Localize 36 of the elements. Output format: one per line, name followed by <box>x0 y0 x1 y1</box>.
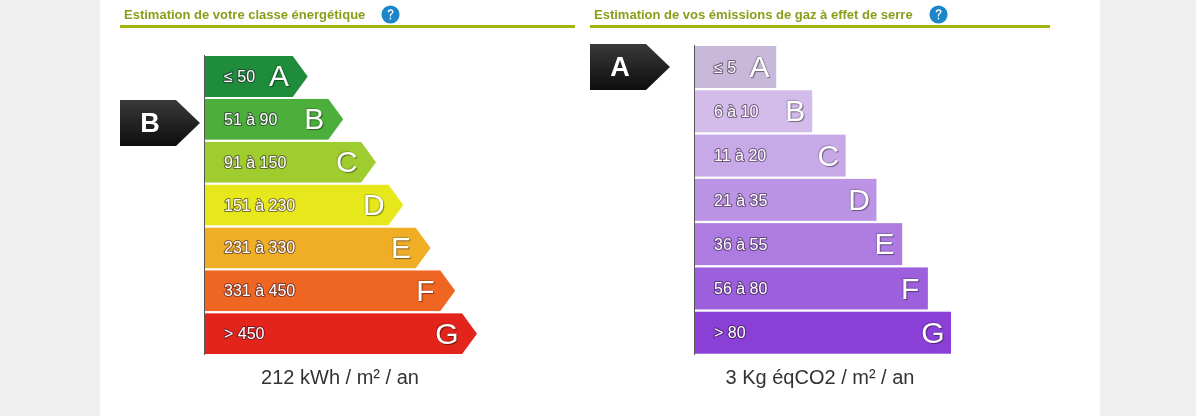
annotation: D <box>847 183 871 217</box>
annotation: G <box>921 315 945 350</box>
annotation: A <box>748 50 771 85</box>
text: A <box>609 51 631 83</box>
y-tick-label: 91 à 150 <box>224 153 287 171</box>
bar <box>694 267 928 310</box>
y-tick-label: 11 à 20 <box>714 147 767 165</box>
y-tick-label: 6 à 10 <box>714 102 759 120</box>
annotation: E <box>873 227 896 262</box>
y-tick-label: ≤ 50 <box>224 67 256 85</box>
annotation: E <box>389 230 412 265</box>
text: B <box>139 107 161 139</box>
annotation: D <box>362 188 386 222</box>
y-tick-label: 151 à 230 <box>224 196 296 214</box>
annotation: B <box>784 94 807 129</box>
y-tick-label: > 80 <box>714 324 746 342</box>
annotation: A <box>267 59 290 94</box>
y-tick-label: 331 à 450 <box>224 282 296 300</box>
bar <box>694 311 951 354</box>
chart-title: Estimation de votre classe énergétique <box>124 6 366 22</box>
annotation: C <box>816 138 841 173</box>
y-tick-label: ≤ 5 <box>714 58 737 76</box>
y-tick-label: 56 à 80 <box>714 280 768 298</box>
annotation: C <box>334 145 359 180</box>
y-tick-label: 21 à 35 <box>714 191 768 209</box>
chart-title: Estimation de vos émissions de gaz à effet de serre <box>594 6 913 22</box>
annotation: F <box>899 271 921 306</box>
annotation: F <box>415 273 436 308</box>
y-tick-label: 231 à 330 <box>224 239 296 257</box>
y-tick-label: 36 à 55 <box>714 235 768 253</box>
annotation: B <box>303 102 326 137</box>
y-tick-label: 51 à 90 <box>224 110 278 128</box>
annotation: G <box>435 316 459 351</box>
y-tick-label: > 450 <box>224 325 265 343</box>
text: 212 kWh / m² / an <box>260 365 420 390</box>
text: 3 Kg éqCO2 / m² / an <box>724 365 916 390</box>
